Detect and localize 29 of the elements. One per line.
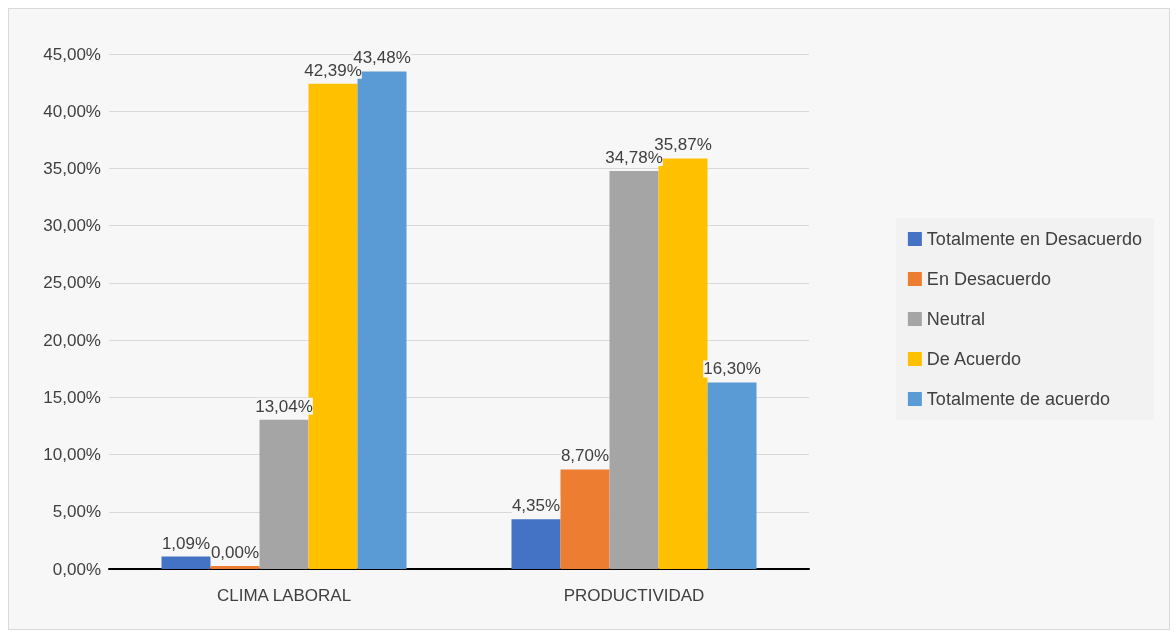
bar (609, 170, 659, 569)
y-tick-label: 15,00% (43, 387, 101, 407)
y-tick-label: 5,00% (52, 502, 101, 522)
x-tick-label: CLIMA LABORAL (216, 586, 352, 605)
legend-label: En Desacuerdo (926, 269, 1051, 289)
bar (511, 519, 561, 569)
data-label: 1,09% (161, 533, 211, 553)
legend-label: Totalmente en Desacuerdo (926, 229, 1143, 249)
legend-label: Totalmente de acuerdo (926, 389, 1110, 409)
data-label: 8,70% (560, 446, 610, 466)
x-tick-label: PRODUCTIVIDAD (563, 586, 705, 605)
data-label: 13,04% (255, 396, 313, 416)
y-tick-label: 35,00% (43, 158, 101, 178)
data-label: 0,00% (210, 543, 260, 562)
y-tick-label: 0,00% (52, 559, 101, 579)
bar (259, 419, 309, 569)
y-tick-label: 30,00% (43, 216, 101, 236)
bar (560, 469, 610, 569)
y-tick-label: 40,00% (43, 101, 101, 121)
y-tick-label: 45,00% (43, 44, 101, 64)
y-tick-label: 25,00% (43, 273, 101, 293)
y-tick-label: 10,00% (43, 445, 101, 465)
legend-label: De Acuerdo (926, 349, 1021, 369)
legend-label: Neutral (926, 309, 985, 329)
data-label: 16,30% (703, 359, 761, 379)
data-label: 4,35% (511, 496, 561, 516)
bar (161, 556, 211, 569)
bar (707, 382, 757, 569)
y-tick-label: 20,00% (43, 330, 101, 350)
